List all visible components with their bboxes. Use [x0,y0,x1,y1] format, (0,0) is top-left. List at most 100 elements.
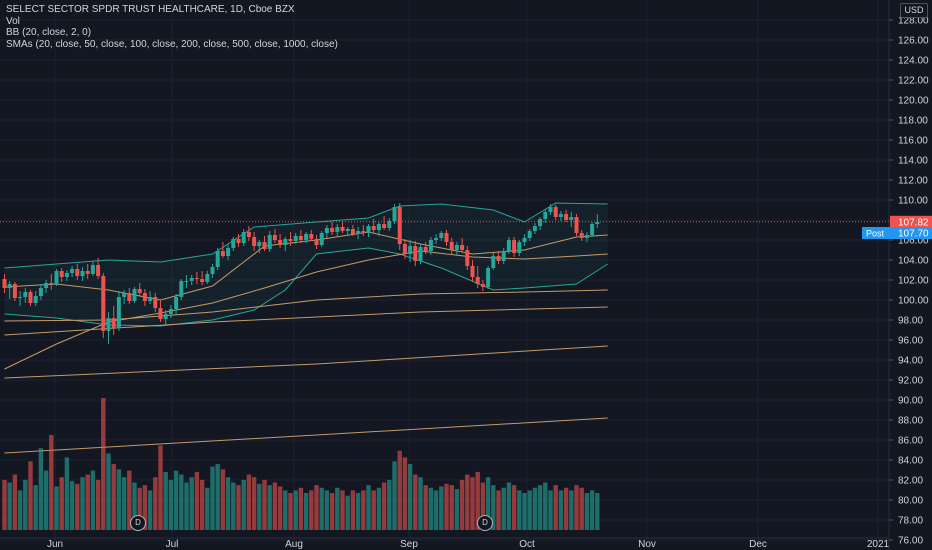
candle-body[interactable] [543,212,548,219]
candle-body[interactable] [205,274,210,282]
candle-body[interactable] [361,231,366,233]
candle-body[interactable] [283,239,288,245]
candle-body[interactable] [486,268,491,287]
candle-body[interactable] [106,318,111,331]
candle-body[interactable] [184,281,189,282]
candle-body[interactable] [590,224,595,235]
sma-indicator-label[interactable]: SMAs (20, close, 50, close, 100, close, … [6,38,338,50]
candle-body[interactable] [96,265,101,276]
candle-body[interactable] [226,248,231,256]
candle-body[interactable] [194,278,199,279]
candle-body[interactable] [111,318,116,328]
candle-body[interactable] [465,250,470,266]
candle-body[interactable] [70,269,75,273]
candle-body[interactable] [272,235,277,240]
candle-body[interactable] [579,233,584,238]
candle-body[interactable] [371,226,376,230]
candle-body[interactable] [80,271,85,276]
candle-body[interactable] [163,314,168,319]
candle-body[interactable] [324,228,329,233]
candle-body[interactable] [387,221,392,228]
candle-body[interactable] [304,234,309,240]
candle-body[interactable] [278,240,283,245]
candle-body[interactable] [423,247,428,251]
currency-button[interactable]: USD [900,3,928,18]
candle-body[interactable] [7,284,12,288]
candle-body[interactable] [137,289,142,293]
candle-body[interactable] [408,246,413,254]
candle-body[interactable] [116,297,121,328]
candle-body[interactable] [335,227,340,232]
candle-body[interactable] [174,297,179,309]
candle-body[interactable] [522,238,527,242]
candle-body[interactable] [413,246,418,261]
candle-body[interactable] [252,237,257,246]
candle-body[interactable] [241,232,246,243]
candle-body[interactable] [444,233,449,242]
candle-body[interactable] [122,293,127,297]
candle-body[interactable] [288,239,293,241]
candle-body[interactable] [506,240,511,251]
candle-body[interactable] [402,244,407,254]
candle-body[interactable] [314,239,319,245]
candle-body[interactable] [85,271,90,274]
candle-body[interactable] [59,271,64,277]
candle-body[interactable] [215,251,220,267]
candle-body[interactable] [101,276,106,331]
candle-body[interactable] [595,222,600,224]
candle-body[interactable] [392,207,397,221]
candle-body[interactable] [210,267,215,274]
candle-body[interactable] [158,308,163,319]
candle-body[interactable] [142,293,147,301]
candle-body[interactable] [257,242,262,246]
candle-body[interactable] [454,245,459,250]
candle-body[interactable] [532,226,537,231]
candle-body[interactable] [428,240,433,251]
candle-body[interactable] [439,233,444,238]
candle-body[interactable] [200,279,205,282]
candle-body[interactable] [574,217,579,233]
candle-body[interactable] [2,279,7,288]
candle-body[interactable] [262,242,267,249]
candle-body[interactable] [298,236,303,240]
candle-body[interactable] [548,207,553,212]
candle-body[interactable] [38,288,43,296]
candle-body[interactable] [434,238,439,240]
candle-body[interactable] [558,214,563,217]
candle-body[interactable] [23,292,28,297]
candle-body[interactable] [397,207,402,244]
candle-body[interactable] [267,235,272,249]
symbol-title[interactable]: SELECT SECTOR SPDR TRUST HEALTHCARE, 1D,… [6,4,295,15]
candle-body[interactable] [309,234,314,239]
candle-body[interactable] [330,228,335,232]
candle-body[interactable] [517,242,522,253]
candle-body[interactable] [54,271,59,284]
candle-body[interactable] [584,235,589,238]
candle-body[interactable] [491,256,496,268]
candle-body[interactable] [90,265,95,274]
candle-body[interactable] [246,232,251,237]
dividend-marker[interactable]: D [477,515,493,531]
candle-body[interactable] [231,239,236,248]
candle-body[interactable] [153,297,158,308]
candle-body[interactable] [148,297,153,301]
candle-body[interactable] [475,277,480,284]
candle-body[interactable] [345,229,350,231]
candle-body[interactable] [460,245,465,250]
candle-body[interactable] [179,281,184,297]
candle-body[interactable] [44,283,49,288]
candle-body[interactable] [75,269,80,276]
candle-body[interactable] [64,273,69,277]
candle-body[interactable] [168,309,173,314]
dividend-marker[interactable]: D [130,515,146,531]
candle-body[interactable] [366,226,371,233]
candle-body[interactable] [236,239,241,243]
candle-body[interactable] [553,207,558,217]
candle-body[interactable] [127,293,132,301]
candle-body[interactable] [569,217,574,220]
candle-body[interactable] [512,240,517,253]
candle-body[interactable] [501,251,506,261]
volume-indicator-label[interactable]: Vol [6,15,20,27]
candle-body[interactable] [350,229,355,234]
